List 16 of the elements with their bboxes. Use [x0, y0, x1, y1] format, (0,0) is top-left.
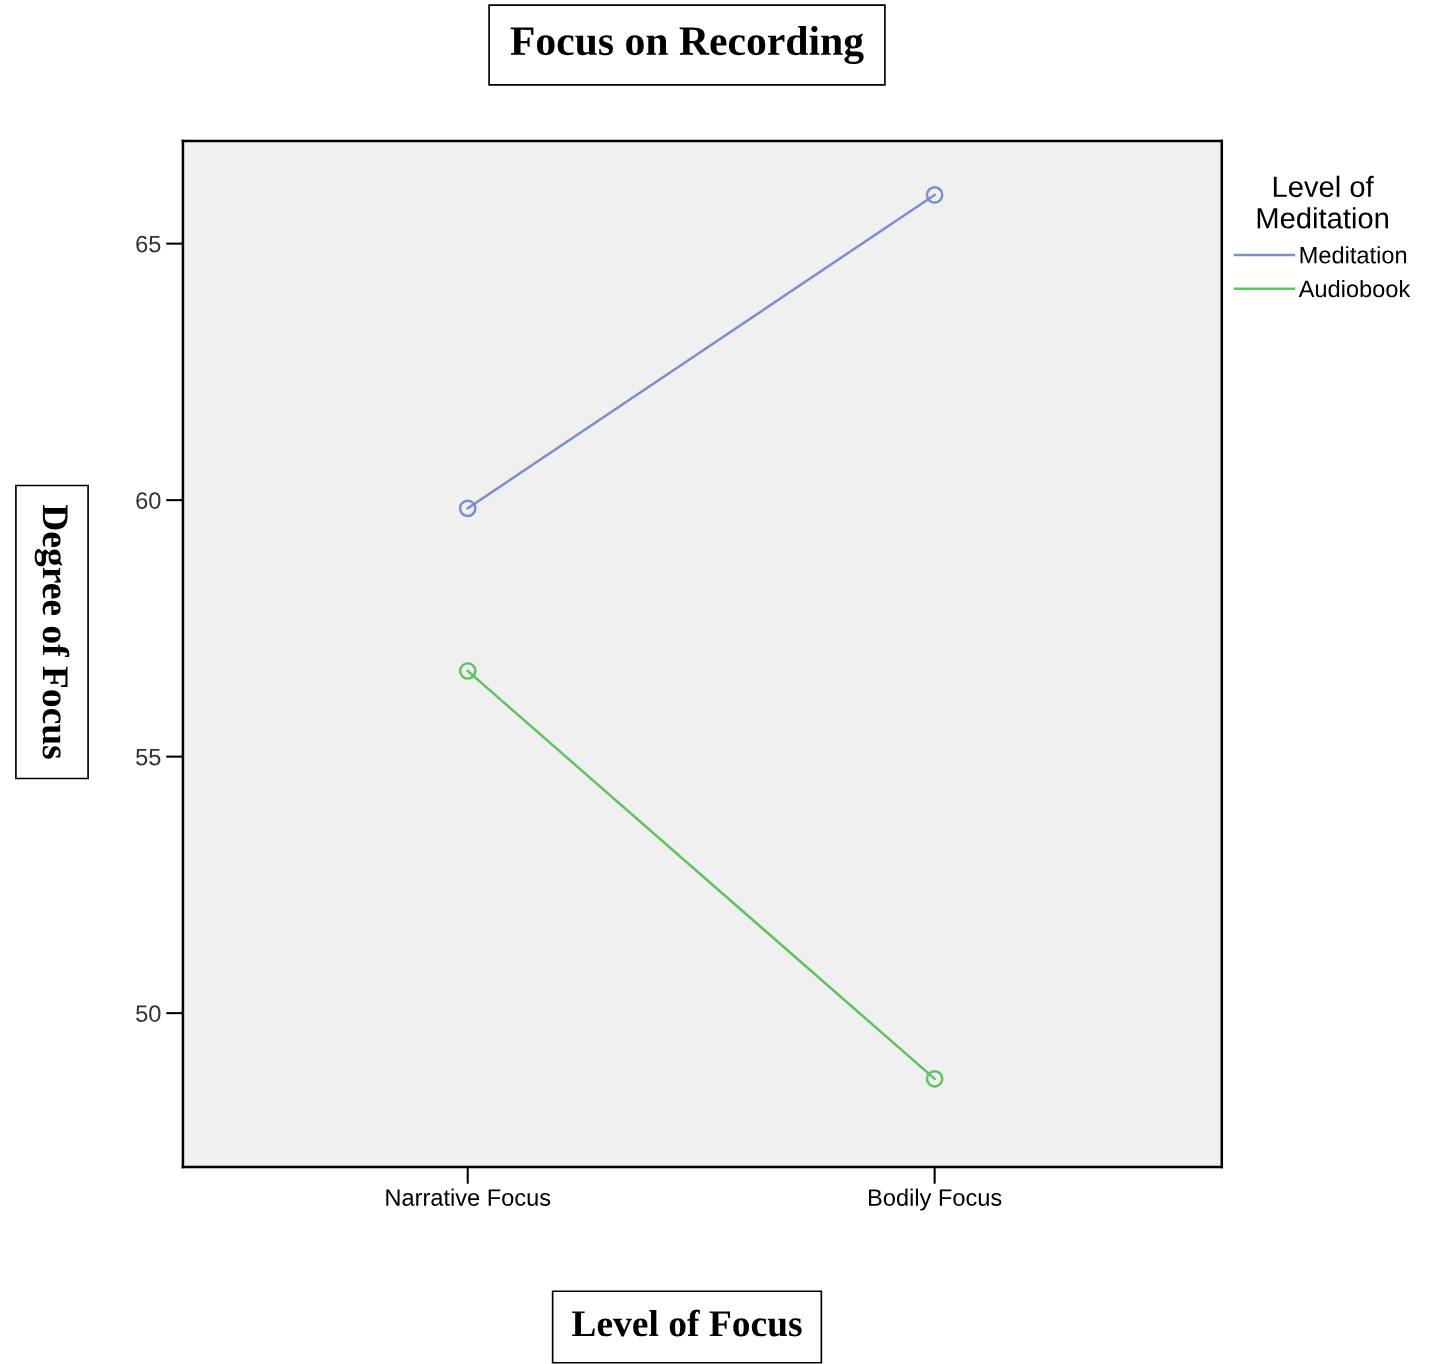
legend-title: Level of Meditation	[1257, 175, 1388, 229]
y-tick-label: 65	[136, 235, 161, 253]
y-tick-label: 55	[136, 748, 161, 766]
x-axis-title: Level of Focus	[572, 1309, 802, 1337]
point	[458, 499, 477, 518]
x-tick-label: Narrative Focus	[386, 1188, 551, 1206]
x-tick-label: Bodily Focus	[869, 1188, 1002, 1211]
legend-label: Audiobook	[1298, 279, 1411, 298]
y-tick-label: 50	[136, 1005, 161, 1022]
point	[925, 1069, 944, 1088]
y-axis-title: Degree of Focus	[34, 504, 70, 759]
y-tick-label: 60	[136, 492, 161, 509]
legend-label: Meditation	[1300, 246, 1407, 264]
chart-title: Focus on Recording	[510, 25, 864, 65]
point	[925, 186, 944, 204]
point	[458, 662, 477, 680]
